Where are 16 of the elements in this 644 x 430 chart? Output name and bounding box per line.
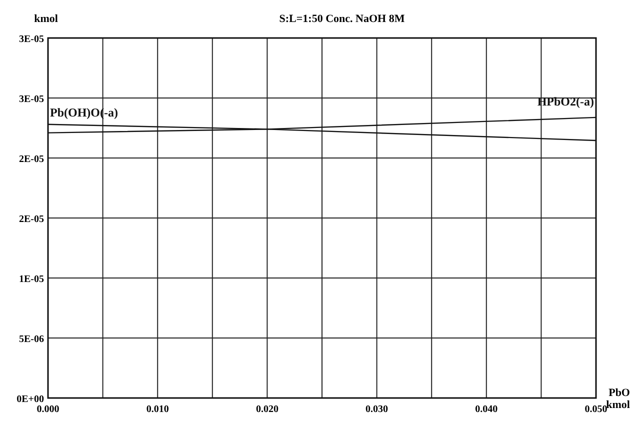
x-tick-label: 0.050 (584, 404, 608, 415)
y-tick-label: 2E-05 (19, 154, 44, 165)
y-tick-label: 1E-05 (19, 274, 44, 285)
y-tick-label: 3E-05 (19, 94, 44, 105)
y-tick-label: 5E-06 (19, 334, 44, 345)
y-tick-label: 2E-05 (19, 214, 44, 225)
x-tick-label: 0.010 (146, 404, 169, 415)
x-tick-label: 0.000 (36, 404, 60, 415)
x-axis-title: PbO kmol (606, 387, 630, 411)
y-tick-label: 0E+00 (16, 394, 44, 405)
y-axis-title: kmol (34, 13, 58, 25)
x-tick-label: 0.040 (475, 404, 498, 415)
x-tick-label: 0.030 (366, 404, 388, 415)
x-tick-label: 0.020 (256, 404, 278, 415)
y-tick-label: 3E-05 (19, 34, 44, 45)
chart-title: S:L=1:50 Conc. NaOH 8M (279, 13, 406, 25)
